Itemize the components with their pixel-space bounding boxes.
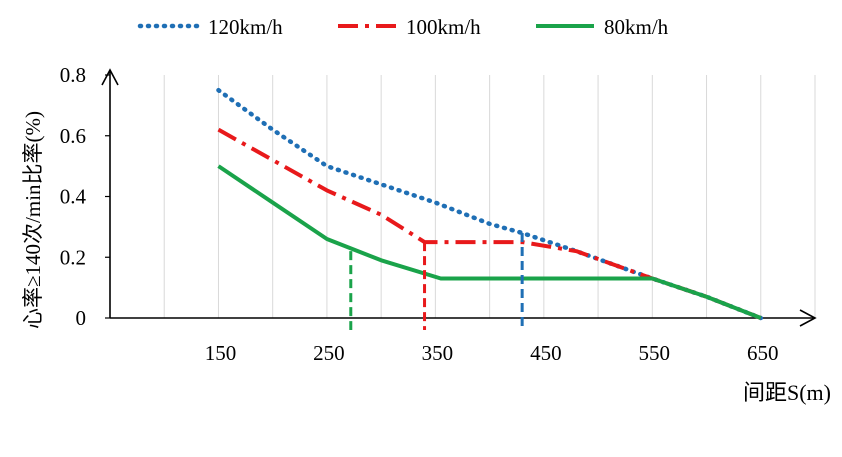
x-tick-label: 150 <box>205 341 237 365</box>
series-line-80km/h <box>217 164 762 320</box>
legend-label-120km/h: 120km/h <box>208 15 283 39</box>
y-tick-label: 0.4 <box>60 185 87 209</box>
tick-labels: 0 0.2 0.4 0.6 0.8 150 250 350 450 550 650 <box>60 63 779 365</box>
x-tick-label: 450 <box>530 341 562 365</box>
series-group <box>216 87 764 321</box>
y-tick-label: 0.8 <box>60 63 86 87</box>
x-tick-label: 350 <box>422 341 454 365</box>
axes <box>101 68 817 327</box>
y-tick-label: 0.2 <box>60 245 86 269</box>
y-axis-arrow <box>101 68 119 86</box>
marker-group <box>349 232 524 330</box>
series-line-100km/h <box>217 127 762 320</box>
x-tick-label: 550 <box>639 341 671 365</box>
legend-label-100km/h: 100km/h <box>406 15 481 39</box>
legend: 120km/h 100km/h 80km/h <box>137 15 669 39</box>
x-axis-label: 间距S(m) <box>743 380 831 405</box>
x-axis-arrow <box>799 309 817 327</box>
y-tick-label: 0 <box>76 306 87 330</box>
y-tick-label: 0.6 <box>60 124 86 148</box>
x-tick-label: 650 <box>747 341 779 365</box>
x-tick-label: 250 <box>313 341 345 365</box>
legend-label-80km/h: 80km/h <box>604 15 669 39</box>
y-axis-label: 心率≥140次/min比率(%) <box>21 111 45 329</box>
